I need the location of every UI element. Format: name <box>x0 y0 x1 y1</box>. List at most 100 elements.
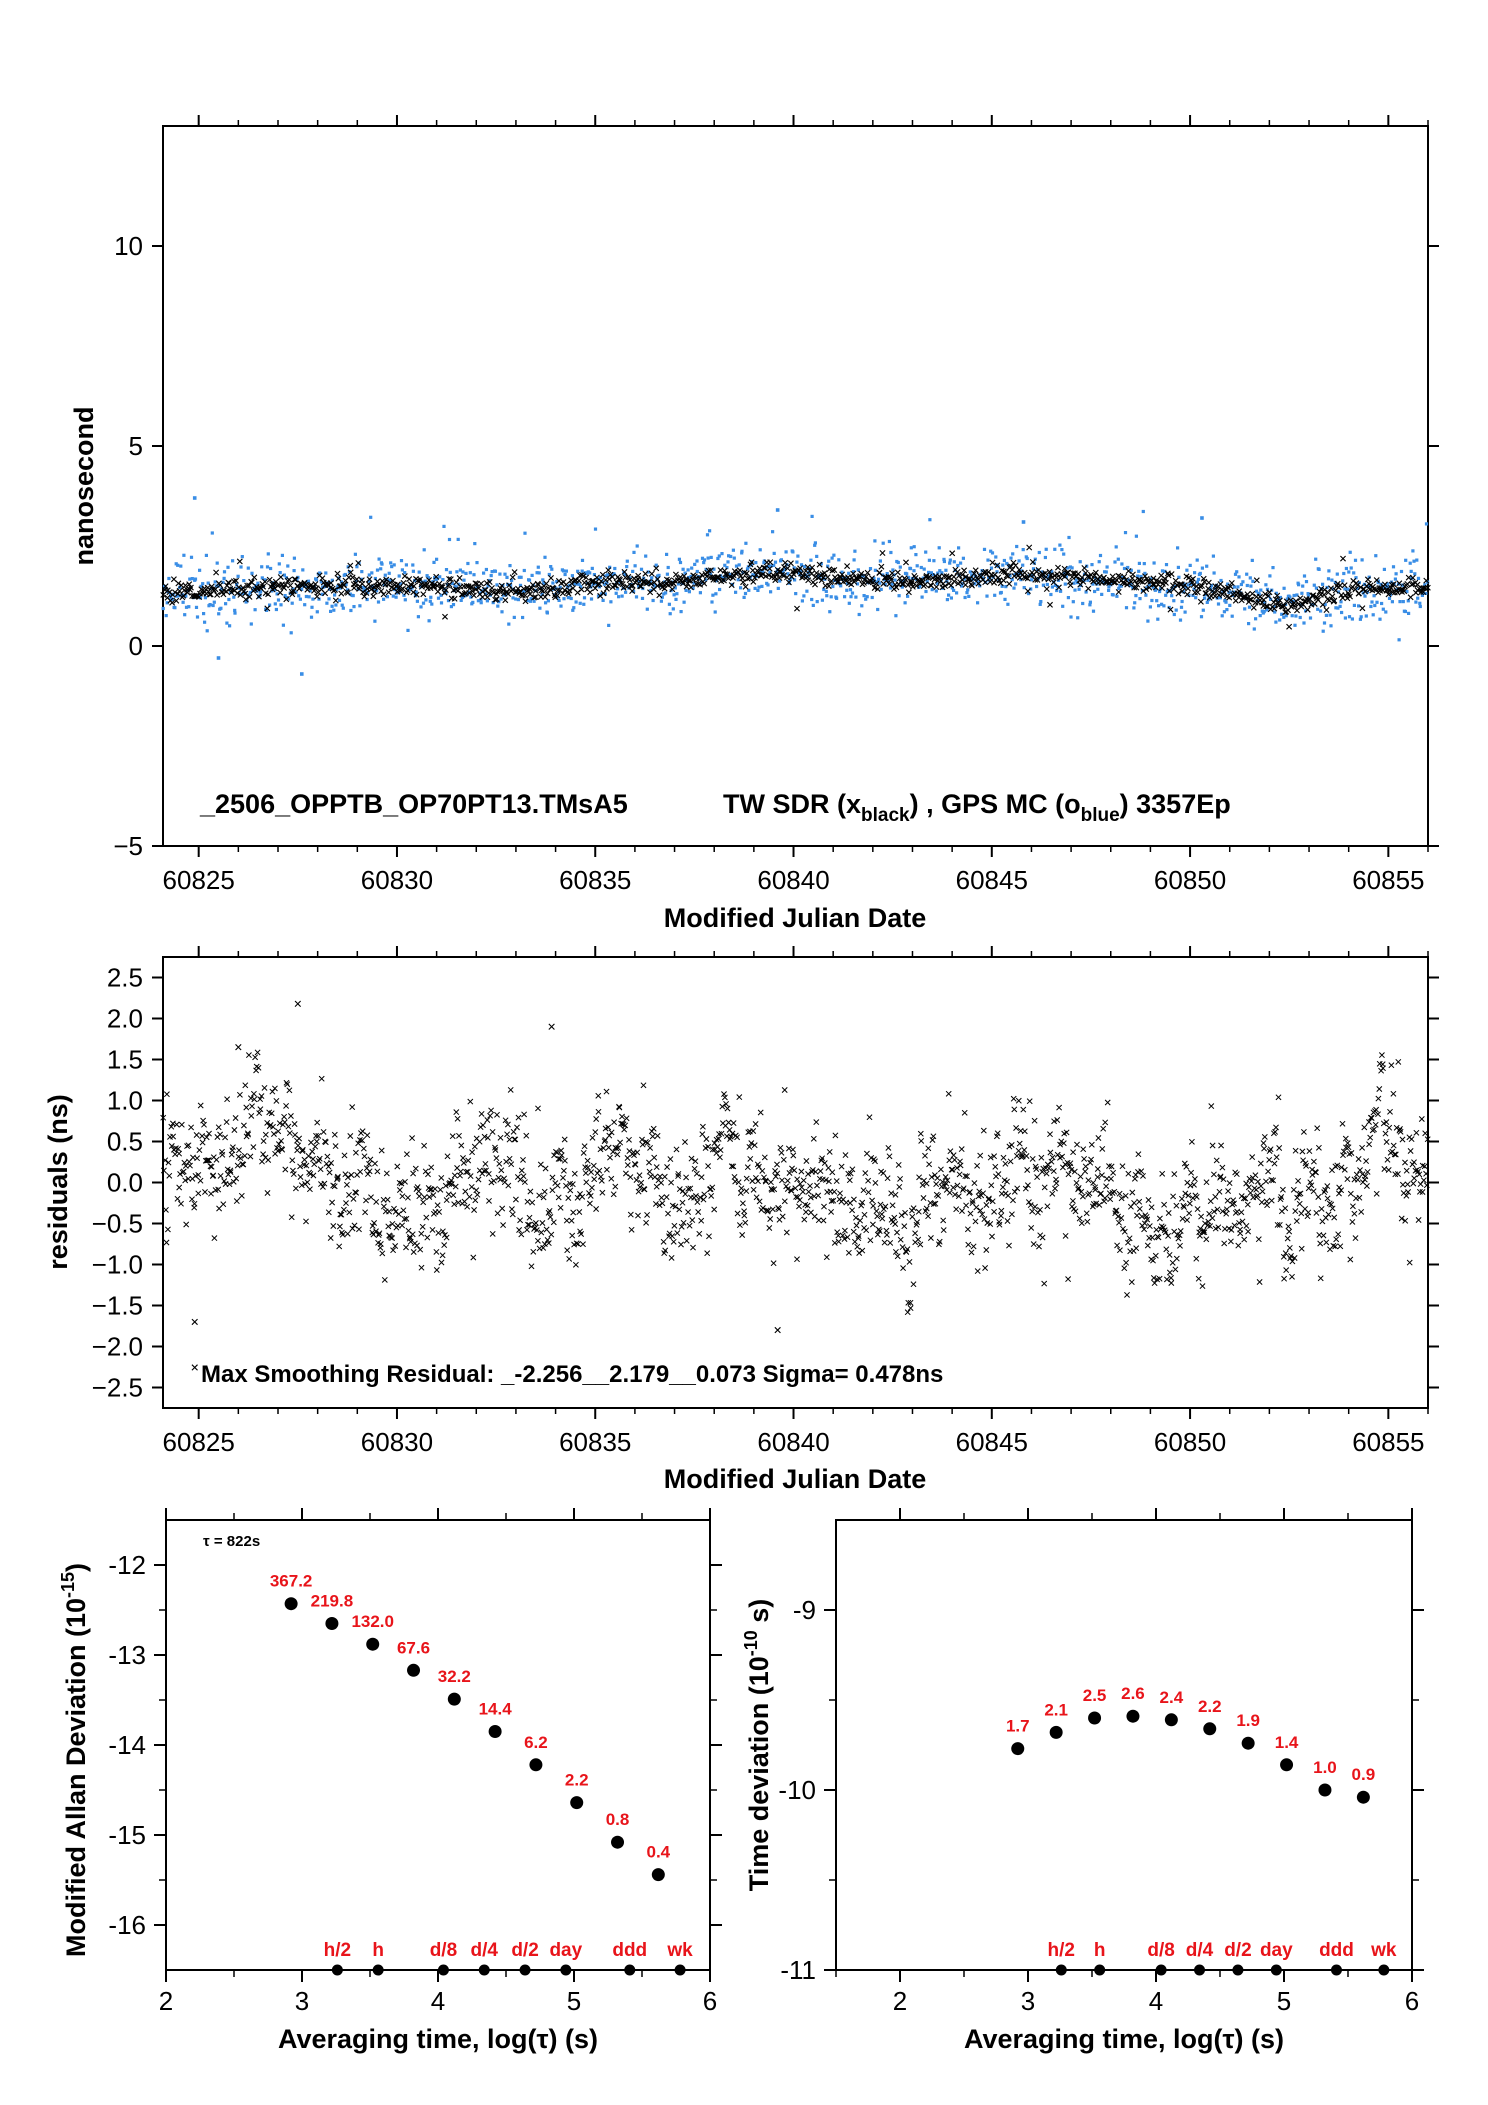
residual-point <box>968 1249 975 1256</box>
residual-point <box>983 1202 990 1208</box>
gps-point <box>270 589 274 593</box>
gps-point <box>799 568 803 573</box>
residual-point <box>959 1208 965 1214</box>
twsdr-point <box>1201 578 1208 585</box>
y-axis-label-main: Modified Allan Deviation (10 <box>61 1598 91 1957</box>
twsdr-point <box>463 582 470 589</box>
gps-point <box>390 565 394 569</box>
residual-point <box>945 1090 952 1097</box>
gps-point <box>876 607 880 612</box>
twsdr-point <box>479 594 486 601</box>
twsdr-point <box>319 575 326 582</box>
residual-point <box>1088 1141 1095 1148</box>
gps-point <box>762 559 766 563</box>
twsdr-point <box>1115 589 1122 595</box>
deviation-value-label: 2.1 <box>1044 1700 1068 1719</box>
residual-point <box>353 1189 360 1196</box>
gps-point <box>1096 587 1100 591</box>
residual-point <box>309 1148 316 1155</box>
twsdr-point <box>1318 585 1325 592</box>
gps-point <box>559 604 563 608</box>
residual-point <box>914 1219 921 1226</box>
residual-point <box>375 1232 382 1238</box>
twsdr-point <box>186 581 193 588</box>
residual-point <box>723 1100 730 1107</box>
gps-point <box>1274 620 1278 624</box>
residual-point <box>1226 1180 1233 1187</box>
gps-point <box>392 563 396 567</box>
twsdr-point <box>410 589 417 596</box>
residual-point <box>323 1160 330 1167</box>
residual-point <box>439 1228 446 1235</box>
residual-point <box>1255 1236 1262 1243</box>
residual-point <box>687 1185 694 1192</box>
residual-point <box>1297 1190 1304 1197</box>
gps-point <box>1423 583 1427 587</box>
gps-point <box>1292 593 1296 598</box>
gps-point <box>973 582 977 586</box>
gps-point <box>1155 599 1159 603</box>
gps-point <box>1147 583 1151 587</box>
residual-point <box>1411 1159 1417 1166</box>
residual-point <box>424 1234 431 1241</box>
residual-point <box>1293 1218 1300 1225</box>
residual-extreme-point <box>235 1044 242 1051</box>
residual-point <box>1015 1097 1022 1104</box>
gps-point <box>1228 603 1232 607</box>
twsdr-point <box>341 582 348 588</box>
residual-point <box>1121 1265 1128 1272</box>
gps-point <box>582 602 586 606</box>
gps-point <box>1035 584 1039 589</box>
deviation-value-label: 67.6 <box>397 1638 430 1657</box>
residual-point <box>1173 1255 1180 1262</box>
gps-point <box>478 591 482 595</box>
deviation-value-label: 0.4 <box>646 1843 670 1862</box>
gps-point <box>530 573 534 577</box>
residual-point <box>832 1132 839 1139</box>
residual-point <box>1079 1193 1086 1200</box>
residual-point <box>1259 1188 1266 1195</box>
residual-point <box>1071 1168 1078 1175</box>
gps-point <box>495 583 499 587</box>
residual-point <box>557 1155 564 1162</box>
gps-point <box>435 557 439 561</box>
gps-point <box>708 529 712 533</box>
residual-point <box>792 1185 799 1192</box>
gps-point <box>541 578 545 582</box>
twsdr-point <box>851 578 858 585</box>
residual-point <box>807 1194 814 1201</box>
residual-point <box>675 1173 682 1180</box>
twsdr-point <box>1139 578 1146 585</box>
residual-point <box>885 1144 892 1151</box>
residual-point <box>540 1194 547 1201</box>
gps-point <box>1288 595 1292 599</box>
residual-point <box>826 1148 833 1155</box>
gps-point <box>426 576 431 580</box>
gps-point <box>786 572 790 576</box>
residual-point <box>217 1172 224 1179</box>
gps-point <box>277 562 281 566</box>
gps-point <box>1378 617 1382 621</box>
gps-point <box>743 591 748 596</box>
residual-point <box>1236 1219 1243 1226</box>
residual-point <box>757 1109 764 1116</box>
residual-point <box>210 1172 217 1179</box>
twsdr-point <box>1321 591 1327 598</box>
twsdr-point <box>236 558 243 565</box>
residual-point <box>1376 1086 1383 1092</box>
residual-point <box>999 1184 1006 1191</box>
gps-point <box>1293 623 1297 627</box>
gps-point <box>303 603 307 607</box>
twsdr-point <box>1167 606 1174 613</box>
residual-point <box>1096 1201 1103 1208</box>
tau-marker-label: d/2 <box>511 1940 538 1961</box>
y-axis-label-close: s) <box>744 1599 774 1631</box>
twsdr-point <box>417 576 423 583</box>
residual-point <box>880 1206 887 1213</box>
gps-point <box>1062 552 1066 556</box>
twsdr-point <box>587 589 594 596</box>
twsdr-point <box>638 583 645 590</box>
gps-point <box>1265 587 1270 591</box>
gps-point <box>199 584 203 588</box>
residual-point <box>670 1238 677 1245</box>
